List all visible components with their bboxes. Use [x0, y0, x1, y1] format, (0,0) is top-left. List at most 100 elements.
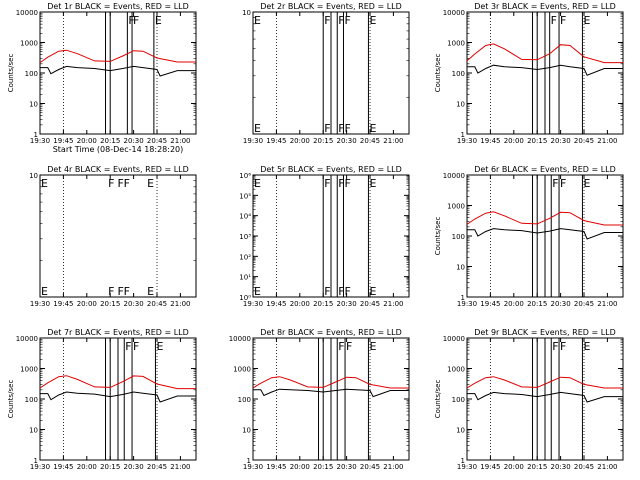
x-tick-label: 20:00 [290, 137, 310, 145]
x-tick-label: 20:15 [100, 463, 120, 471]
x-tick-label: 20:30 [124, 463, 144, 471]
y-tick-label: 10000 [229, 335, 251, 343]
x-tick-label: 19:30 [30, 300, 50, 308]
event-label: F [108, 177, 114, 190]
x-tick-label: 21:00 [383, 137, 403, 145]
event-label: F [324, 14, 330, 27]
chart-title: Det 1r BLACK = Events, RED = LLD [47, 2, 189, 11]
y-tick-label: 10 [242, 427, 251, 435]
event-label: E [156, 340, 163, 353]
y-tick-label: 10 [242, 9, 251, 17]
chart-title: Det 7r BLACK = Events, RED = LLD [47, 328, 189, 337]
event-label: F [344, 285, 350, 298]
event-rate-line [467, 391, 623, 403]
x-tick-label: 20:00 [77, 300, 97, 308]
x-tick-label: 20:45 [360, 300, 380, 308]
x-tick-label: 19:45 [480, 137, 500, 145]
y-tick-label: 10000 [443, 9, 465, 17]
x-tick-label: 19:30 [30, 463, 50, 471]
y-tick-label: 100 [25, 396, 38, 404]
x-tick-label: 20:45 [147, 137, 167, 145]
x-tick-label: 20:00 [77, 137, 97, 145]
y-axis-label: Counts/sec [434, 217, 442, 256]
x-tick-label: 20:30 [337, 300, 357, 308]
det6r-panel: Det 6r BLACK = Events, RED = LLD F F E 19:30… [434, 165, 624, 308]
y-tick-label: 1 [461, 131, 465, 139]
chart-title: Det 5r BLACK = Events, RED = LLD [260, 165, 402, 174]
event-rate-line [467, 64, 623, 76]
y-tick-label: 10 [456, 264, 465, 272]
det4r-panel: Det 4r BLACK = Events, RED = LLDEEFFFFFF… [29, 165, 197, 308]
event-label: E [147, 177, 154, 190]
x-tick-label: 20:15 [527, 463, 547, 471]
plot-frame [39, 174, 197, 298]
chart-title: Det 3r BLACK = Events, RED = LLD [474, 2, 616, 11]
x-tick-label: 21:00 [383, 300, 403, 308]
event-label: F [125, 340, 131, 353]
chart-title: Det 9r BLACK = Events, RED = LLD [474, 328, 616, 337]
x-tick-label: 19:30 [243, 463, 263, 471]
event-label: F [324, 122, 330, 135]
y-tick-label: 10 [29, 101, 38, 109]
x-tick-label: 19:30 [457, 463, 477, 471]
y-tick-label: 10 [29, 172, 38, 180]
y-tick-label: 10¹ [239, 274, 251, 282]
x-tick-label: 20:00 [290, 463, 310, 471]
event-label: E [369, 340, 376, 353]
x-tick-label: 21:00 [170, 137, 190, 145]
y-tick-label: 1 [247, 457, 251, 465]
event-label: F [338, 14, 344, 27]
x-tick-label: 20:30 [337, 137, 357, 145]
x-tick-label: 20:15 [100, 137, 120, 145]
y-tick-label: 10⁰ [239, 294, 251, 302]
x-tick-label: 20:15 [527, 137, 547, 145]
y-tick-label: 100 [238, 396, 251, 404]
y-tick-label: 10⁶ [239, 172, 251, 180]
chart-title: Det 2r BLACK = Events, RED = LLD [260, 2, 402, 11]
x-tick-label: 20:30 [124, 300, 144, 308]
event-label: F [338, 122, 344, 135]
det1r-panel: Det 1r BLACK = Events, RED = LLD FF E 19:30… [7, 2, 197, 154]
y-tick-label: 100 [25, 70, 38, 78]
det8r-panel: Det 8r BLACK = Events, RED = LLD F F E 19:30… [229, 328, 410, 471]
y-tick-label: 1000 [233, 366, 251, 374]
x-tick-label: 19:45 [266, 463, 286, 471]
event-label: E [254, 177, 261, 190]
x-tick-label: 20:30 [551, 137, 571, 145]
x-tick-label: 21:00 [597, 137, 617, 145]
x-tick-label: 20:15 [527, 300, 547, 308]
lld-rate-line [39, 49, 196, 64]
event-label: F [344, 122, 350, 135]
det9r-panel: Det 9r BLACK = Events, RED = LLD F F E 19:30… [434, 328, 624, 471]
y-tick-label: 1 [34, 131, 38, 139]
event-label: E [369, 177, 376, 190]
event-label: F [133, 340, 139, 353]
lld-rate-line [466, 43, 623, 64]
x-tick-label: 20:00 [504, 137, 524, 145]
x-tick-label: 19:45 [266, 300, 286, 308]
x-tick-label: 19:30 [243, 300, 263, 308]
event-rate-line [40, 65, 196, 77]
event-label: F [552, 177, 558, 190]
y-tick-label: 10⁵ [239, 192, 251, 200]
event-label: E [41, 285, 48, 298]
event-label: F [124, 285, 130, 298]
x-axis-label: Start Time (08-Dec-14 18:28:20) [53, 145, 184, 154]
y-tick-label: 10 [29, 427, 38, 435]
event-label: E [147, 285, 154, 298]
x-tick-label: 19:45 [480, 463, 500, 471]
lld-rate-line [39, 375, 196, 390]
x-tick-label: 20:45 [360, 463, 380, 471]
event-label: F [324, 177, 330, 190]
event-label: F [560, 177, 566, 190]
y-axis-label: Counts/sec [7, 380, 15, 419]
x-tick-label: 19:45 [53, 137, 73, 145]
event-label: F [117, 177, 123, 190]
event-label: F [133, 14, 139, 27]
x-tick-label: 20:45 [147, 300, 167, 308]
event-label: E [369, 14, 376, 27]
y-tick-label: 10000 [16, 9, 38, 17]
det2r-panel: Det 2r BLACK = Events, RED = LLDEEFFFFFF… [242, 2, 410, 145]
event-label: E [583, 177, 590, 190]
